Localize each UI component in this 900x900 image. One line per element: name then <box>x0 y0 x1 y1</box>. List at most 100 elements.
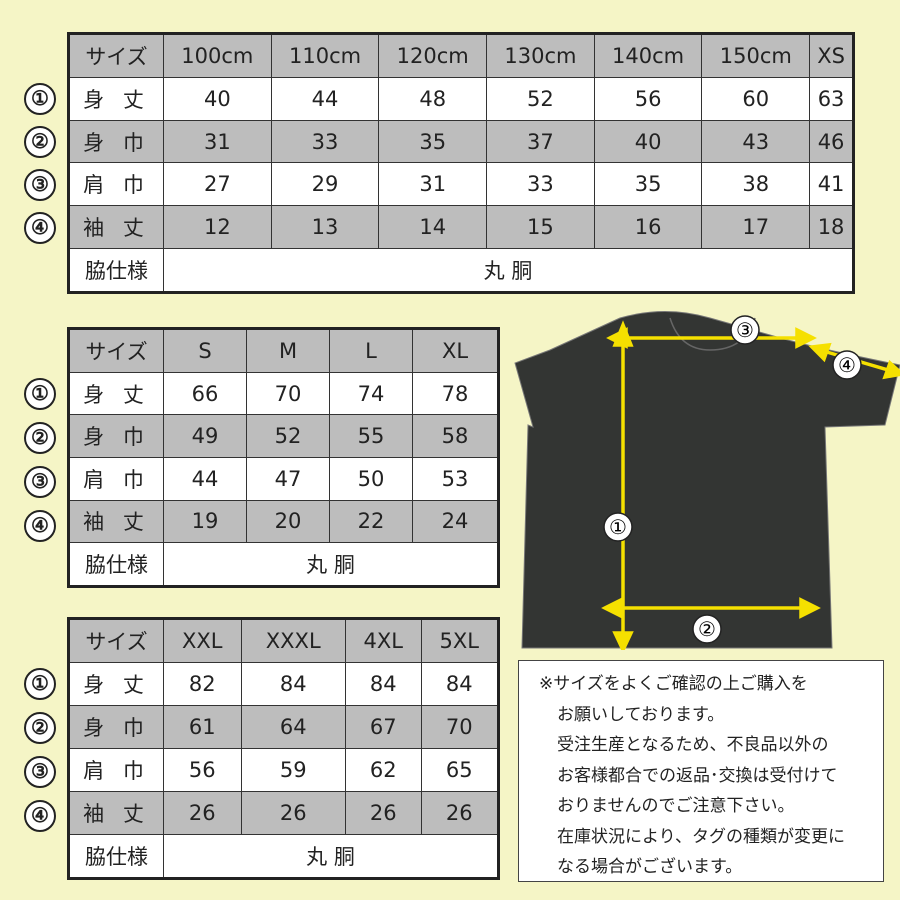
marker-2: ② <box>24 125 56 158</box>
cell: 16 <box>593 205 703 249</box>
marker-1: ① <box>24 378 56 410</box>
cell: 26 <box>420 790 499 835</box>
side-spec: 丸 胴 <box>163 542 499 587</box>
cell: 60 <box>701 77 811 121</box>
side-spec: 丸 胴 <box>163 247 854 294</box>
marker-4: ④ <box>838 353 856 377</box>
cell: 66 <box>163 371 247 416</box>
cell: 40 <box>163 77 272 121</box>
cell: 35 <box>593 162 703 207</box>
size-header: 100cm <box>163 32 272 79</box>
cell: 37 <box>486 119 595 164</box>
notice-line: なる場合がございます。 <box>557 857 743 877</box>
cell: 84 <box>420 662 499 707</box>
size-table-3: サイズ XXL XXXL 4XL 5XL 身 丈 82 84 84 84 身 巾 61 64 67 70 肩 … <box>67 617 500 880</box>
cell: 18 <box>809 205 854 249</box>
cell: 64 <box>240 705 346 749</box>
cell: 43 <box>701 119 811 164</box>
cell: 24 <box>412 499 499 544</box>
tshirt-diagram: ③ ④ ① ② <box>514 311 900 650</box>
row-label: 身 巾 <box>68 119 164 164</box>
cell: 59 <box>240 747 346 792</box>
table-row: 肩 巾 56 59 62 65 <box>68 747 499 792</box>
cell: 14 <box>378 205 488 249</box>
notice-line: 在庫状況により、タグの種類が変更に <box>557 826 845 847</box>
table-row: 身 巾 61 64 67 70 <box>68 705 499 749</box>
cell: 31 <box>378 162 488 207</box>
size-header: 5XL <box>420 617 499 664</box>
cell: 67 <box>344 705 422 749</box>
size-header: XS <box>809 32 854 79</box>
row-label: 袖 丈 <box>68 499 164 544</box>
table-row: 身 丈 82 84 84 84 <box>68 662 499 707</box>
notice-line: お客様都合での返品･交換は受付けて <box>557 765 838 786</box>
size-header: XL <box>412 328 499 373</box>
cell: 12 <box>163 205 272 249</box>
size-header: 4XL <box>344 617 422 664</box>
cell: 48 <box>378 77 488 121</box>
cell: 33 <box>270 119 380 164</box>
row-label: 身 丈 <box>68 662 164 707</box>
size-table-2: サイズ S M L XL 身 丈 66 70 74 78 身 巾 49 52 55 58 肩 巾 44 47 50 5… <box>67 327 500 588</box>
header-row: サイズ S M L XL <box>68 328 499 373</box>
marker-3: ③ <box>24 756 56 788</box>
cell: 78 <box>412 371 499 416</box>
marker-1: ① <box>609 515 627 539</box>
marker-2: ② <box>24 712 56 744</box>
row-label: サイズ <box>68 328 164 373</box>
notice-line: お願いしております。 <box>557 704 725 725</box>
table-row: 袖 丈 26 26 26 26 <box>68 790 499 835</box>
row-label: 肩 巾 <box>68 456 164 501</box>
notice-line: おりませんのでご注意下さい。 <box>557 796 795 816</box>
cell: 52 <box>486 77 595 121</box>
row-label: 袖 丈 <box>68 790 164 835</box>
cell: 55 <box>329 414 413 458</box>
size-header: M <box>246 328 330 373</box>
row-label: サイズ <box>68 32 164 79</box>
size-header: 140cm <box>593 32 703 79</box>
table-row: 身 巾 49 52 55 58 <box>68 414 499 458</box>
notice-box: ※サイズをよくご確認の上ご購入を お願いしております。 受注生産となるため、不良… <box>518 660 884 882</box>
marker-3: ③ <box>24 466 56 498</box>
cell: 56 <box>593 77 703 121</box>
row-label: 肩 巾 <box>68 162 164 207</box>
notice-line: ※サイズをよくご確認の上ご購入を <box>539 674 808 694</box>
cell: 70 <box>420 705 499 749</box>
size-header: L <box>329 328 413 373</box>
row-label: 脇仕様 <box>68 833 164 880</box>
cell: 26 <box>163 790 242 835</box>
row-label: 身 巾 <box>68 705 164 749</box>
marker-2: ② <box>698 617 716 641</box>
row-label: 身 巾 <box>68 414 164 458</box>
notice-line: 受注生産となるため、不良品以外の <box>557 735 829 755</box>
table-row: 身 丈 40 44 48 52 56 60 63 <box>68 77 854 121</box>
side-spec: 丸 胴 <box>163 833 499 880</box>
size-header: XXXL <box>240 617 346 664</box>
cell: 65 <box>420 747 499 792</box>
cell: 84 <box>240 662 346 707</box>
row-label: 身 丈 <box>68 371 164 416</box>
cell: 56 <box>163 747 242 792</box>
cell: 50 <box>329 456 413 501</box>
row-label: 肩 巾 <box>68 747 164 792</box>
marker-3: ③ <box>24 168 56 201</box>
marker-4: ④ <box>24 800 56 832</box>
cell: 44 <box>163 456 247 501</box>
table-row: 身 巾 31 33 35 37 40 43 46 <box>68 119 854 164</box>
row-label: 身 丈 <box>68 77 164 121</box>
marker-4: ④ <box>24 211 56 244</box>
marker-4: ④ <box>24 510 56 542</box>
cell: 33 <box>486 162 595 207</box>
marker-3: ③ <box>736 318 754 342</box>
table-row: 肩 巾 44 47 50 53 <box>68 456 499 501</box>
size-header: 130cm <box>486 32 595 79</box>
cell: 44 <box>270 77 380 121</box>
header-row: サイズ 100cm 110cm 120cm 130cm 140cm 150cm XS <box>68 32 854 79</box>
cell: 35 <box>378 119 488 164</box>
cell: 29 <box>270 162 380 207</box>
cell: 27 <box>163 162 272 207</box>
cell: 52 <box>246 414 330 458</box>
cell: 38 <box>701 162 811 207</box>
cell: 62 <box>344 747 422 792</box>
table-row: 袖 丈 12 13 14 15 16 17 18 <box>68 205 854 249</box>
